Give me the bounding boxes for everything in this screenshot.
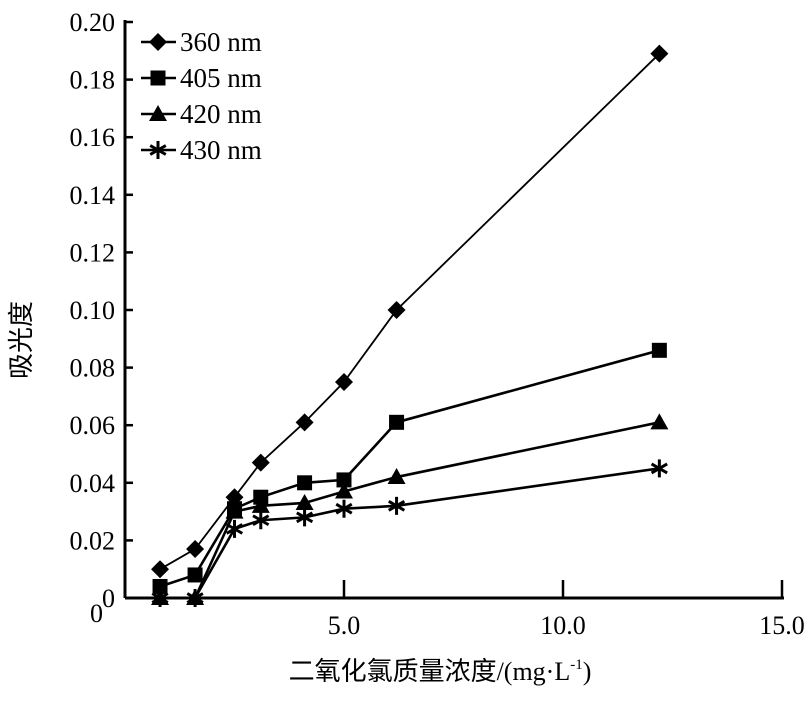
asterisk-stroke (149, 144, 167, 156)
asterisk-marker (296, 508, 314, 527)
y-tick-label: 0.16 (70, 123, 116, 152)
y-tick-label: 0.20 (70, 8, 116, 37)
diamond-marker (149, 33, 167, 51)
square-marker (389, 414, 405, 430)
asterisk-marker (335, 499, 353, 518)
legend-label: 360 nm (180, 27, 262, 57)
series-line (160, 467, 660, 600)
x-tick-label: 10.0 (540, 611, 586, 640)
square-marker (297, 475, 313, 491)
triangle-marker (387, 468, 406, 485)
axes: 0 0.02 0.04 0.06 0.08 0.10 0.12 0.14 0.16 0.18 0.2… (70, 8, 805, 640)
asterisk-marker (151, 589, 169, 607)
asterisk-stroke (151, 592, 169, 604)
x-tick-label: 15.0 (759, 611, 805, 640)
asterisk-stroke (252, 514, 270, 527)
y-tick-label: 0.06 (70, 411, 116, 440)
x-tick-label: 5.0 (328, 611, 361, 640)
y-tick-label: 0.12 (70, 238, 116, 267)
asterisk-marker (149, 141, 167, 159)
triangle-marker (251, 496, 270, 513)
diamond-marker (650, 44, 669, 63)
series-430-nm (151, 459, 668, 607)
triangle-marker (335, 482, 353, 499)
asterisk-stroke (650, 462, 668, 475)
diamond-marker (335, 373, 353, 391)
series-360-nm (151, 44, 669, 579)
legend-label: 420 nm (180, 99, 262, 129)
x-axis-label: 二氧化氯质量浓度/(mg·L-1) (289, 657, 592, 686)
series-line (160, 421, 660, 600)
series-line (159, 53, 660, 570)
origin-label: 0 (90, 599, 103, 628)
asterisk-marker (225, 519, 244, 538)
diamond-marker (295, 413, 314, 432)
y-tick-label: 0.08 (70, 354, 116, 383)
y-tick-label: 0.10 (70, 296, 116, 325)
legend: 360 nm 405 nm 420 nm 430 nm (141, 27, 262, 165)
y-tick-label: 0.02 (70, 526, 116, 555)
asterisk-stroke (296, 511, 314, 524)
triangle-marker (225, 502, 244, 519)
triangle-marker (149, 105, 167, 121)
diamond-marker (186, 540, 205, 559)
asterisk-marker (388, 496, 406, 515)
legend-item: 360 nm (141, 27, 262, 57)
square-marker (152, 578, 168, 594)
square-marker (336, 472, 352, 488)
diamond-marker (387, 301, 406, 319)
series-group (151, 44, 669, 607)
asterisk-stroke (186, 592, 204, 604)
legend-item: 430 nm (141, 135, 262, 165)
square-marker (150, 70, 166, 86)
legend-label: 430 nm (180, 135, 262, 165)
asterisk-stroke (225, 523, 244, 535)
y-tick-label: 0 (102, 584, 115, 613)
square-marker (187, 567, 203, 583)
diamond-marker (251, 453, 270, 472)
asterisk-stroke (335, 502, 353, 515)
asterisk-marker (252, 511, 270, 530)
asterisk-stroke (388, 500, 406, 512)
square-marker (651, 342, 667, 358)
y-axis-label: 吸光度 (7, 301, 36, 379)
y-tick-label: 0.18 (70, 66, 116, 95)
asterisk-marker (186, 589, 204, 607)
asterisk-marker (650, 459, 668, 478)
series-405-nm (152, 342, 667, 594)
y-tick-label: 0.14 (70, 181, 116, 210)
diamond-marker (151, 560, 170, 579)
legend-item: 420 nm (141, 99, 262, 129)
series-420-nm (151, 413, 669, 605)
legend-item: 405 nm (141, 63, 262, 93)
y-tick-label: 0.04 (70, 469, 116, 498)
triangle-marker (295, 493, 314, 510)
legend-label: 405 nm (180, 63, 262, 93)
series-line (159, 349, 660, 588)
triangle-marker (650, 413, 669, 430)
